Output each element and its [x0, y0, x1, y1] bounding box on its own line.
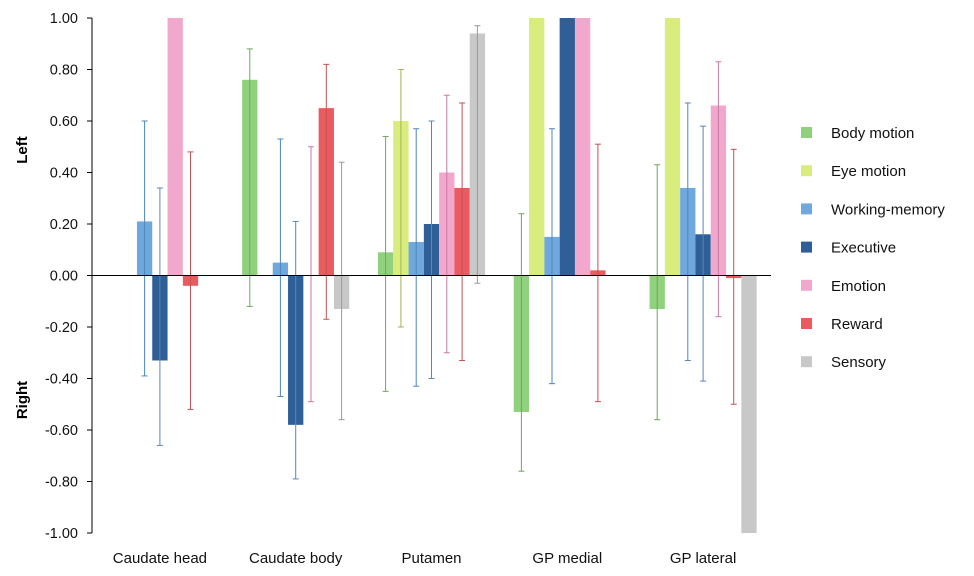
legend-label: Sensory [831, 354, 887, 371]
bar-executive [559, 18, 575, 276]
error-bar-working-memory [549, 128, 555, 385]
error-bar-body-motion [518, 213, 525, 472]
y-tick-label: 1.00 [50, 11, 78, 27]
error-bar-executive [428, 120, 435, 379]
error-bar-body-motion [382, 135, 389, 392]
y-tick-label: -0.60 [45, 423, 78, 439]
y-side-label-upper: Left [14, 136, 31, 164]
x-tick-label: GP medial [532, 550, 602, 567]
y-tick-label: -1.00 [45, 526, 78, 542]
legend-label: Eye motion [831, 163, 906, 180]
error-bar-executive [156, 187, 163, 446]
legend-item-executive: Executive [801, 240, 896, 257]
error-bar-sensory [474, 25, 481, 284]
y-tick-label: -0.80 [45, 475, 78, 491]
legend-swatch [801, 279, 812, 291]
y-tick-label: 0.00 [50, 269, 78, 285]
legend-label: Executive [831, 240, 896, 257]
y-tick-label: -0.20 [45, 320, 78, 336]
legend-swatch [801, 165, 812, 177]
error-bar-reward [323, 63, 330, 320]
legend-swatch [801, 241, 812, 253]
y-tick-label: 0.60 [50, 114, 78, 130]
legend-item-body-motion: Body motion [801, 125, 914, 142]
error-bar-reward [594, 143, 601, 403]
error-bar-working-memory [141, 120, 148, 377]
plot-area [136, 18, 757, 533]
bar-sensory [741, 275, 757, 533]
x-tick-label: Putamen [401, 550, 461, 567]
error-bar-working-memory [413, 128, 420, 387]
error-bar-reward [459, 102, 466, 361]
error-bar-emotion [308, 146, 314, 403]
error-bar-executive [292, 220, 299, 480]
error-bar-reward [730, 148, 737, 405]
bar-emotion [167, 18, 183, 276]
error-bar-executive [700, 125, 707, 382]
axes: 1.00 0.80 0.60 0.40 0.20 0.00 -0.20 -0.40 -0.60 -… [14, 11, 771, 567]
error-bar-emotion [715, 61, 722, 318]
error-bar-working-memory [684, 102, 691, 361]
x-tick-label: Caudate body [249, 550, 343, 567]
error-bar-body-motion [654, 164, 661, 421]
bar-eye-motion [529, 18, 545, 276]
y-tick-label: 0.80 [50, 63, 78, 79]
x-tick-label: GP lateral [670, 550, 736, 567]
legend-item-eye-motion: Eye motion [801, 163, 906, 180]
y-tick-label: 0.40 [50, 166, 78, 182]
legend-label: Working-memory [831, 201, 945, 218]
bar-eye-motion [664, 18, 681, 276]
legend-swatch [801, 356, 812, 368]
legend-swatch [801, 318, 812, 329]
x-tick-label: Caudate head [113, 550, 207, 567]
legend-item-emotion: Emotion [801, 278, 886, 295]
legend-label: Body motion [831, 125, 914, 142]
legend-label: Emotion [831, 278, 886, 295]
error-bar-eye-motion [397, 69, 404, 328]
legend-item-sensory: Sensory [801, 354, 887, 371]
bar-emotion [574, 18, 591, 276]
error-bar-working-memory [277, 138, 284, 398]
y-tick-label: 0.20 [50, 217, 78, 233]
legend: Body motion Eye motion Working-memory Execu… [801, 125, 945, 371]
legend-item-working-memory: Working-memory [801, 201, 945, 218]
error-bar-reward [187, 151, 194, 410]
error-bar-body-motion [246, 48, 253, 307]
error-bar-sensory [338, 161, 345, 421]
legend-item-reward: Reward [801, 316, 883, 333]
legend-swatch [801, 203, 812, 215]
y-side-label-lower: Right [14, 381, 31, 419]
legend-swatch [801, 127, 812, 138]
error-bar-emotion [443, 94, 450, 354]
y-tick-label: -0.40 [45, 372, 78, 388]
legend-label: Reward [831, 316, 883, 333]
